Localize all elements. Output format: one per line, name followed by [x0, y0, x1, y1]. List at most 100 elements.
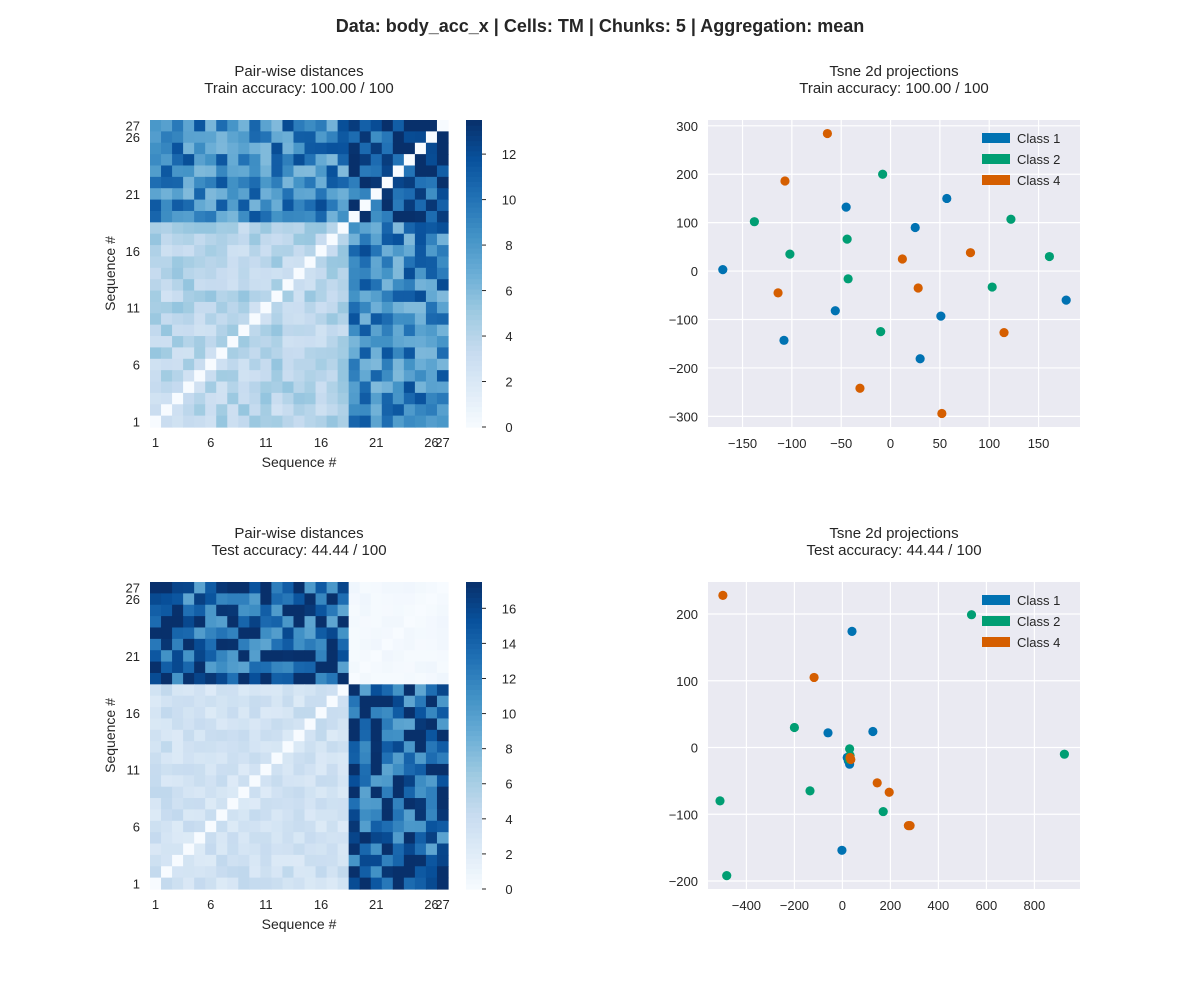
heatmap-cell: [414, 256, 427, 269]
heatmap-cell: [337, 604, 350, 617]
heatmap-cell: [370, 752, 383, 765]
heatmap-cell: [183, 336, 195, 349]
heatmap-cell: [359, 301, 372, 314]
heatmap-cell: [161, 798, 173, 811]
heatmap-cell: [326, 616, 339, 629]
heatmap-cell: [304, 661, 317, 674]
heatmap-cell: [183, 627, 195, 640]
heatmap-cell: [348, 843, 361, 856]
heatmap-cell: [282, 256, 295, 269]
y-axis-label: Sequence #: [102, 236, 118, 311]
colorbar-segment: [466, 832, 482, 839]
y-tick-label: 100: [676, 674, 698, 689]
heatmap-cell: [326, 866, 339, 879]
heatmap-cell: [227, 741, 239, 754]
heatmap-cell: [282, 358, 295, 371]
heatmap-cell: [282, 672, 295, 685]
heatmap-cell: [348, 313, 361, 326]
heatmap-cell: [260, 661, 273, 674]
colorbar-tick-label: 4: [505, 329, 512, 344]
heatmap-cell: [249, 707, 261, 720]
x-tick-label: 16: [314, 435, 328, 450]
scatter-point: [718, 590, 728, 600]
heatmap-cell: [238, 616, 250, 629]
heatmap-cell: [381, 210, 394, 223]
colorbar-tick-label: 0: [505, 882, 512, 897]
colorbar-segment: [466, 416, 482, 423]
heatmap-cell: [403, 638, 416, 651]
heatmap-cell: [315, 741, 328, 754]
x-tick-label: 11: [259, 435, 273, 450]
heatmap-cell: [304, 672, 317, 685]
heatmap-cell: [216, 775, 228, 788]
heatmap-cell: [326, 165, 339, 178]
colorbar-segment: [466, 299, 482, 305]
heatmap-cell: [161, 582, 173, 594]
heatmap-cell: [436, 120, 449, 132]
heatmap-cell: [249, 290, 261, 303]
heatmap-cell: [392, 154, 405, 167]
heatmap-cell: [150, 638, 162, 651]
colorbar-segment: [466, 145, 482, 152]
x-tick-label: 26: [424, 435, 438, 450]
heatmap-cell: [425, 290, 438, 303]
heatmap-cell: [392, 695, 405, 708]
heatmap-cell: [425, 404, 438, 417]
heatmap-cell: [205, 718, 217, 731]
heatmap-cell: [403, 245, 416, 258]
heatmap-cell: [183, 650, 195, 663]
x-tick-label: −50: [830, 436, 852, 451]
heatmap-cell: [425, 233, 438, 246]
heatmap-cell: [271, 222, 284, 235]
heatmap-cell: [315, 684, 328, 697]
heatmap-cell: [370, 832, 383, 845]
heatmap-cell: [293, 582, 306, 594]
heatmap-cell: [227, 684, 239, 697]
heatmap-cell: [348, 604, 361, 617]
heatmap-cell: [370, 381, 383, 394]
heatmap-cell: [392, 843, 405, 856]
heatmap-cell: [260, 582, 273, 594]
heatmap-cell: [172, 358, 184, 371]
heatmap-cell: [359, 616, 372, 629]
heatmap-cell: [205, 313, 217, 326]
heatmap-cell: [227, 763, 239, 776]
heatmap-cell: [403, 593, 416, 606]
heatmap-cell: [205, 786, 217, 799]
heatmap-cell: [161, 616, 173, 629]
heatmap-cell: [326, 729, 339, 742]
scatter-point: [830, 306, 840, 316]
heatmap-cell: [194, 820, 206, 833]
heatmap-cell: [304, 707, 317, 720]
heatmap-cell: [403, 729, 416, 742]
heatmap-cell: [271, 798, 284, 811]
heatmap-cell: [326, 290, 339, 303]
heatmap-cell: [161, 336, 173, 349]
heatmap-cell: [315, 809, 328, 822]
heatmap-cell: [260, 154, 273, 167]
heatmap-cell: [216, 650, 228, 663]
heatmap-cell: [337, 120, 350, 132]
heatmap-cell: [227, 188, 239, 201]
heatmap-cell: [315, 131, 328, 144]
heatmap-cell: [216, 370, 228, 383]
y-tick-label: 6: [133, 819, 140, 834]
heatmap-cell: [293, 336, 306, 349]
heatmap-cell: [414, 866, 427, 879]
heatmap-cell: [436, 324, 449, 337]
heatmap-cell: [205, 245, 217, 258]
heatmap-cell: [150, 199, 162, 212]
heatmap-cell: [304, 809, 317, 822]
heatmap-cell: [194, 877, 206, 890]
heatmap-cell: [249, 222, 261, 235]
heatmap-cell: [348, 131, 361, 144]
heatmap-cell: [249, 245, 261, 258]
heatmap-cell: [315, 832, 328, 845]
heatmap-cell: [150, 313, 162, 326]
heatmap-cell: [150, 775, 162, 788]
heatmap-cell: [370, 604, 383, 617]
heatmap-cell: [194, 752, 206, 765]
heatmap-cell: [183, 695, 195, 708]
colorbar-segment: [466, 227, 482, 234]
heatmap-cell: [370, 347, 383, 360]
